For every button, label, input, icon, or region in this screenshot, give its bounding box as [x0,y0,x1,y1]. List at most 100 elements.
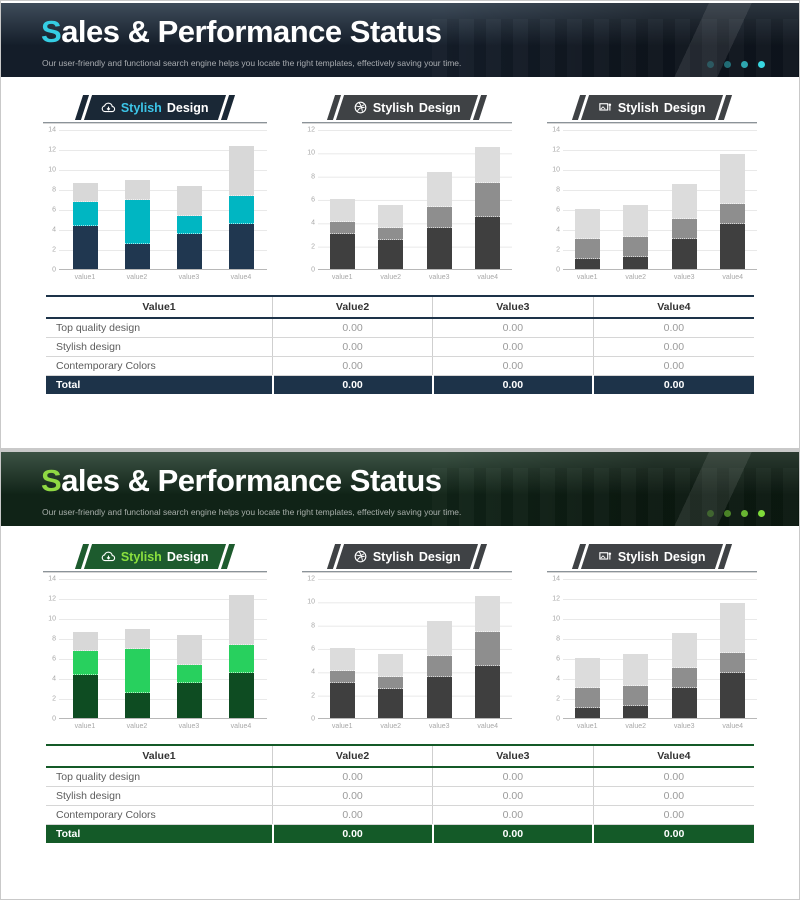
bar-segment [124,649,150,693]
y-tick-label: 12 [552,146,560,154]
dribbble-icon [353,100,368,115]
page-title: Sales & Performance Status [41,14,442,50]
bar-segment [574,239,600,259]
bar-segment [72,183,98,202]
subtitle: Our user-friendly and functional search … [42,58,462,68]
y-tick-label: 12 [307,575,315,583]
y-tick-label: 10 [48,166,56,174]
banner-underline [302,571,512,573]
y-axis: 12 10 8 6 4 2 0 [302,575,318,723]
pagination-dot [724,61,731,68]
total-label-cell: Total [46,824,273,843]
x-axis-labels: value1 value2 value3 value4 [59,270,267,281]
row-value-cell: 0.00 [592,356,754,376]
x-axis-labels: value1 value2 value3 value4 [318,270,512,281]
pagination-dot [741,510,748,517]
stacked-bar-chart-1: 14 12 10 8 6 4 2 0 value1 value2 value3 value4 [43,127,267,281]
pagination-dot [758,510,765,517]
table-header-cell: Value4 [592,295,754,319]
total-value-cell: 0.00 [431,375,594,394]
banner-stylish-label: Stylish [618,100,660,115]
bar-segment [329,222,355,234]
bar-segment [378,677,404,689]
stacked-bar [329,199,355,269]
total-label-cell: Total [46,375,273,394]
bars-group [563,130,757,269]
bar-segment [671,184,697,219]
row-value-cell: 0.00 [272,767,433,787]
row-value-cell: 0.00 [592,805,754,825]
stacked-bar [329,648,355,718]
row-value-cell: 0.00 [432,786,594,806]
bar-segment [720,603,746,653]
y-tick-label: 8 [556,186,560,194]
row-value-cell: 0.00 [272,805,433,825]
chart-block-3: Stylish Design 14 12 10 8 6 4 2 0 value1 value2 va… [547,544,757,730]
banner-body: Stylish Design [581,95,723,120]
x-tick-label: value1 [576,274,598,281]
row-label-cell: Top quality design [46,318,273,338]
title-accent-letter: S [41,14,62,49]
banner-body: Stylish Design [581,544,723,569]
cloud-download-icon [101,549,116,564]
bar-segment [475,665,501,718]
x-tick-label: value2 [625,274,647,281]
stacked-bar-chart-1: 14 12 10 8 6 4 2 0 value1 value2 value3 value4 [43,575,267,730]
bar-segment [623,205,649,237]
chart-body: 14 12 10 8 6 4 2 0 [547,576,757,723]
banner-stylish-label: Stylish [373,100,415,115]
chart-body: 12 10 8 6 4 2 0 [302,575,512,723]
bar-segment [228,595,254,645]
stacked-bar [378,653,404,718]
table-row: Contemporary Colors 0.00 0.00 0.00 [46,805,754,825]
bar-segment [228,645,254,673]
bar-segment [378,239,404,269]
x-tick-label: value1 [74,274,96,281]
y-tick-label: 10 [552,166,560,174]
bar-segment [72,202,98,226]
stacked-bar [176,635,202,718]
chart-body: 14 12 10 8 6 4 2 0 [547,127,757,274]
y-tick-label: 6 [52,206,56,214]
bar-segment [378,688,404,718]
x-tick-label: value1 [331,274,353,281]
banner-underline [43,571,267,573]
x-tick-label: value3 [428,274,450,281]
table-total-row: Total 0.00 0.00 0.00 [46,824,754,843]
banner-underline [547,122,757,124]
bar-segment [574,688,600,708]
y-tick-label: 8 [52,635,56,643]
row-value-cell: 0.00 [272,356,433,376]
charts-row: Stylish Design 14 12 10 8 6 4 2 0 value1 value2 va… [1,77,799,281]
bar-segment [329,683,355,718]
stacked-bar [72,183,98,269]
stacked-bar-chart-3: 14 12 10 8 6 4 2 0 value1 value2 value3 value4 [547,127,757,281]
chart-banner: Stylish Design [43,95,267,120]
stacked-bar [623,205,649,269]
y-tick-label: 10 [307,149,315,157]
banner-design-label: Design [419,100,461,115]
y-axis: 14 12 10 8 6 4 2 0 [547,576,563,723]
values-table: Value1 Value2 Value3 Value4 Top quality desi… [46,744,754,843]
y-tick-label: 14 [48,575,56,583]
x-tick-label: value3 [178,274,200,281]
pagination-dot [741,61,748,68]
bar-segment [426,172,452,208]
bar-segment [426,228,452,269]
bar-segment [623,706,649,718]
bar-segment [426,677,452,718]
table-total-row: Total 0.00 0.00 0.00 [46,375,754,394]
y-tick-label: 2 [556,695,560,703]
banner-stylish-label: Stylish [373,549,415,564]
x-tick-label: value4 [230,723,252,730]
bar-segment [176,216,202,234]
y-tick-label: 0 [556,266,560,274]
y-tick-label: 10 [552,615,560,623]
subtitle: Our user-friendly and functional search … [42,507,462,517]
stacked-bar [671,633,697,718]
total-value-cell: 0.00 [271,824,433,843]
row-value-cell: 0.00 [592,337,754,357]
y-tick-label: 0 [311,715,315,723]
bar-segment [228,224,254,269]
bar-segment [124,200,150,244]
